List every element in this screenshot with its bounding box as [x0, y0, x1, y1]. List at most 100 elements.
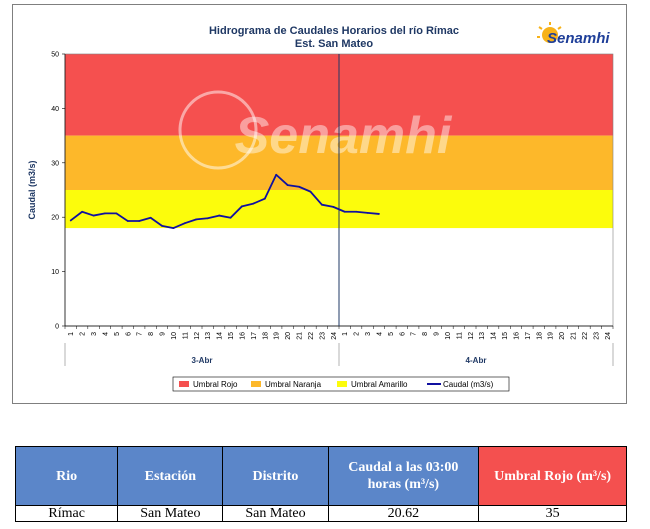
data-point [298, 185, 300, 188]
y-tick-label: 30 [51, 160, 59, 167]
x-tick-label: 16 [239, 332, 246, 340]
legend-swatch [251, 381, 261, 387]
data-point [343, 210, 346, 213]
x-tick-label: 14 [491, 332, 498, 340]
legend-swatch [179, 381, 189, 387]
x-tick-label: 24 [605, 332, 612, 340]
data-point [355, 210, 358, 213]
cell-rio: Rímac [14, 505, 119, 522]
y-tick-label: 0 [55, 324, 59, 331]
header-estacion: Estación [117, 446, 224, 506]
x-tick-label: 19 [548, 332, 555, 340]
data-point [263, 197, 266, 200]
watermark-sun [178, 90, 258, 170]
data-point [320, 203, 323, 206]
y-axis-label: Caudal (m3/s) [27, 160, 37, 219]
x-tick-label: 8 [148, 332, 155, 336]
x-tick-label: 5 [114, 332, 121, 336]
header-distrito: Distrito [222, 446, 329, 506]
legend-label: Umbral Rojo [193, 380, 238, 389]
data-point [81, 210, 84, 213]
x-tick-label: 12 [194, 332, 201, 340]
legend-label: Caudal (m3/s) [443, 380, 494, 389]
data-point [309, 190, 312, 193]
x-tick-label: 8 [422, 332, 429, 336]
x-tick-label: 3 [365, 332, 372, 336]
cell-caudal: 20.62 [327, 505, 480, 522]
data-point [149, 216, 152, 219]
day-label-2: 4-Abr [466, 356, 487, 365]
y-tick-label: 20 [51, 215, 59, 222]
x-tick-label: 23 [593, 332, 600, 340]
header-caudal: Caudal a las 03:00 horas (m³/s) [327, 446, 480, 506]
data-point [229, 216, 232, 219]
header-umbral-rojo: Umbral Rojo (m³/s) [478, 446, 627, 506]
x-tick-label: 16 [513, 332, 520, 340]
data-point [366, 211, 369, 214]
x-tick-label: 21 [571, 332, 578, 340]
data-point [115, 212, 118, 215]
x-tick-label: 15 [228, 332, 235, 340]
x-tick-label: 13 [205, 332, 212, 340]
logo-text: Senamhi [547, 30, 610, 47]
data-point [104, 212, 106, 215]
data-point [172, 227, 175, 229]
x-tick-label: 13 [479, 332, 486, 340]
chart-frame: Hidrograma de Caudales Horarios del río … [12, 4, 627, 404]
data-point [218, 214, 221, 217]
x-tick-label: 1 [342, 332, 349, 336]
cell-distrito: San Mateo [222, 505, 329, 522]
data-point [138, 220, 141, 222]
data-point [92, 214, 95, 217]
cell-estacion: San Mateo [117, 505, 224, 522]
series-line-caudal [70, 173, 380, 229]
x-tick-label: 2 [80, 332, 87, 336]
watermark-text: Senamhi [235, 107, 453, 165]
x-tick-label: 11 [456, 332, 463, 339]
data-point [275, 173, 278, 176]
data-point [332, 205, 335, 208]
data-point [241, 205, 243, 208]
x-tick-label: 21 [297, 332, 304, 340]
x-tick-label: 19 [274, 332, 281, 340]
legend-label: Umbral Naranja [265, 380, 322, 389]
x-tick-label: 7 [411, 332, 418, 336]
x-tick-label: 9 [160, 332, 167, 336]
x-tick-label: 6 [125, 332, 132, 336]
x-tick-label: 14 [217, 332, 224, 340]
data-point [161, 225, 163, 227]
x-tick-label: 18 [536, 332, 543, 340]
x-tick-label: 9 [434, 332, 441, 336]
x-tick-label: 24 [331, 332, 338, 340]
day-label-1: 3-Abr [192, 356, 213, 365]
summary-table: Rio Estación Distrito Caudal a las 03:00… [14, 446, 627, 522]
x-tick-label: 4 [102, 332, 109, 336]
x-tick-label: 17 [251, 332, 258, 340]
chart-title: Hidrograma de Caudales Horarios del río … [209, 25, 459, 37]
cell-umbral-rojo: 35 [478, 505, 627, 522]
data-point [126, 220, 129, 222]
x-tick-label: 11 [182, 332, 189, 339]
x-tick-label: 1 [68, 332, 75, 336]
table-row: Rímac San Mateo San Mateo 20.62 35 [14, 505, 627, 522]
header-rio: Rio [14, 446, 119, 506]
data-point [183, 222, 186, 225]
x-tick-label: 2 [354, 332, 361, 336]
legend-label: Umbral Amarillo [351, 380, 408, 389]
y-tick-label: 40 [51, 106, 59, 113]
x-tick-label: 18 [262, 332, 269, 340]
x-tick-label: 22 [582, 332, 589, 340]
data-point [69, 219, 72, 222]
y-tick-label: 10 [51, 269, 59, 276]
hydrograph-chart: Hidrograma de Caudales Horarios del río … [27, 22, 614, 392]
x-tick-label: 12 [468, 332, 475, 340]
x-tick-label: 20 [285, 332, 292, 340]
x-tick-label: 20 [559, 332, 566, 340]
chart-subtitle: Est. San Mateo [295, 38, 374, 50]
table-header-row: Rio Estación Distrito Caudal a las 03:00… [14, 446, 627, 506]
legend-swatch [337, 381, 347, 387]
x-tick-label: 22 [308, 332, 315, 340]
x-tick-label: 7 [137, 332, 144, 336]
x-tick-label: 10 [445, 332, 452, 340]
data-point [378, 213, 380, 215]
